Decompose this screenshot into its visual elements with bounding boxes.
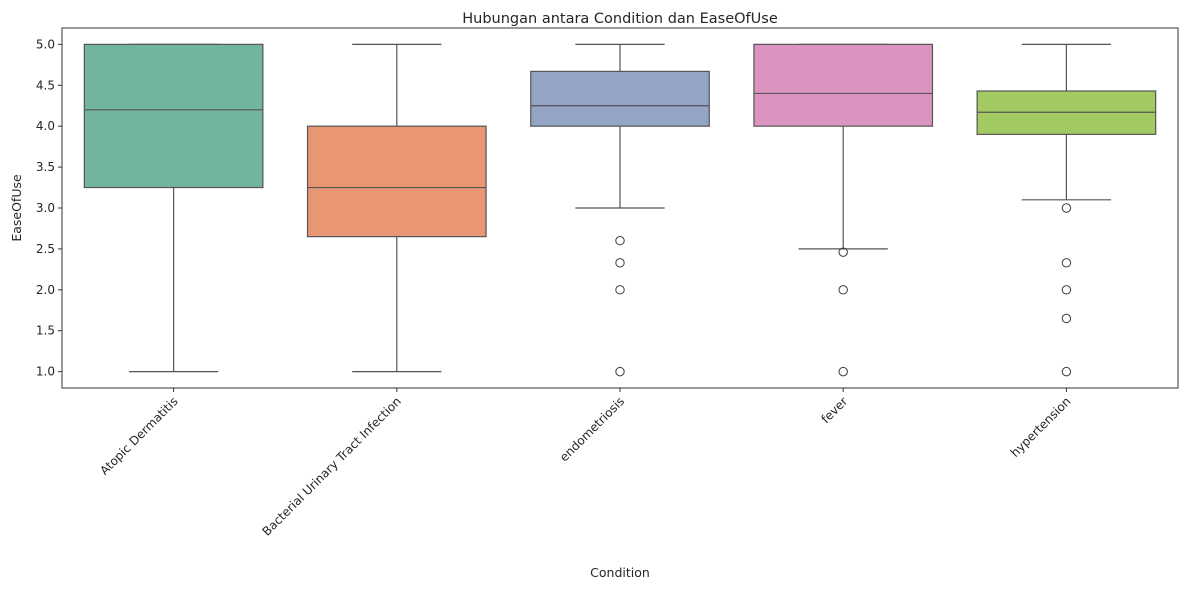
x-tick-label: endometriosis (557, 394, 627, 464)
outlier-point (1061, 313, 1072, 324)
box-group (306, 43, 487, 373)
outlier-point (838, 247, 848, 257)
x-tick-label: Bacterial Urinary Tract Infection (260, 394, 404, 538)
outlier-point (615, 366, 625, 377)
outlier-point (838, 285, 848, 295)
y-tick-label: 1.5 (36, 324, 55, 338)
box-group (753, 43, 934, 377)
x-tick-label: hypertension (1008, 394, 1074, 460)
x-tick-label: Atopic Dermatitis (97, 394, 181, 478)
y-tick-label: 4.0 (36, 119, 55, 133)
box-group (976, 43, 1157, 377)
y-tick-label: 2.0 (36, 283, 55, 297)
outlier-point (1061, 366, 1072, 377)
box-iqr (530, 70, 710, 127)
outlier-point (1061, 258, 1072, 268)
y-tick-label: 3.0 (36, 201, 55, 215)
y-tick-label: 5.0 (36, 37, 55, 51)
box-group (83, 43, 264, 373)
y-axis-label: EaseOfUse (9, 174, 24, 242)
y-tick-label: 3.5 (36, 160, 55, 174)
outlier-point (838, 366, 848, 377)
y-tick-label: 4.5 (36, 78, 55, 92)
y-tick-label: 1.0 (36, 365, 55, 379)
box-group (530, 43, 710, 377)
outlier-point (615, 236, 625, 246)
outlier-point (1061, 285, 1072, 295)
outlier-point (615, 285, 625, 295)
outlier-point (615, 258, 625, 268)
x-tick-label: fever (818, 394, 850, 426)
y-tick-label: 2.5 (36, 242, 55, 256)
outlier-point (1061, 203, 1072, 213)
chart-title: Hubungan antara Condition dan EaseOfUse (462, 11, 778, 27)
box-iqr (306, 125, 487, 238)
box-iqr (83, 43, 264, 189)
x-axis-label: Condition (590, 565, 650, 580)
box-iqr (753, 43, 934, 127)
